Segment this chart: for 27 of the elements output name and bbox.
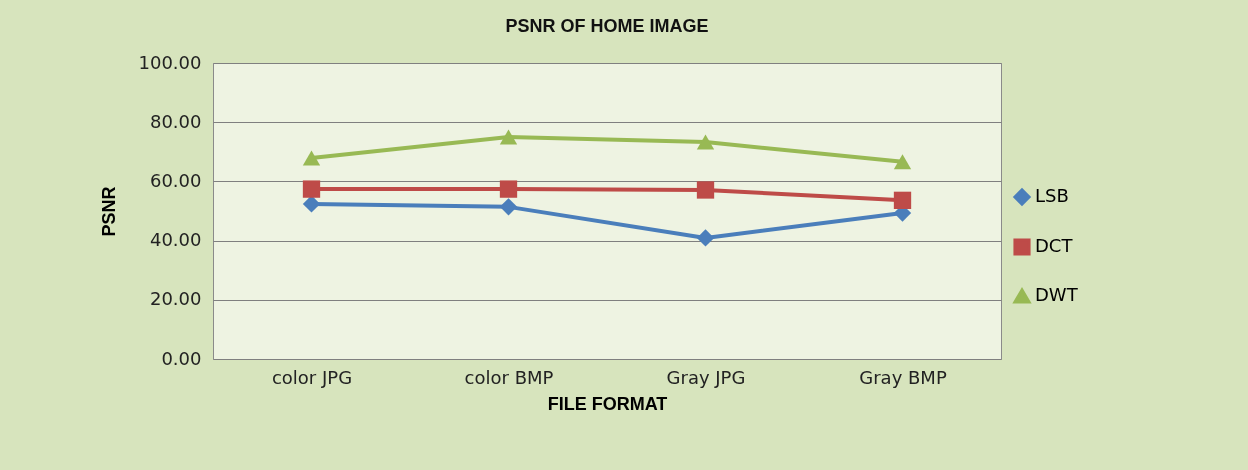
legend-label: DCT xyxy=(1035,235,1074,256)
y-tick-label: 60.00 xyxy=(149,169,202,191)
point xyxy=(696,134,715,150)
legend-label: LSB xyxy=(1035,185,1069,206)
point xyxy=(893,191,912,209)
y-tick-label: 20.00 xyxy=(149,288,202,310)
y-tick-label: 40.00 xyxy=(149,229,202,251)
y-axis-title: PSNR xyxy=(98,186,119,237)
legend-label: DWT xyxy=(1035,284,1079,305)
point xyxy=(696,229,715,247)
point xyxy=(499,198,518,216)
y-tick-label: 100.00 xyxy=(138,51,202,73)
point xyxy=(499,129,518,145)
point xyxy=(302,195,321,213)
x-tick-label: color JPG xyxy=(271,366,353,388)
chart-title: PSNR OF HOME IMAGE xyxy=(505,16,709,36)
x-tick-label: Gray BMP xyxy=(859,366,947,388)
point xyxy=(302,180,321,198)
x-tick-label: color BMP xyxy=(464,366,554,388)
y-tick-label: 80.00 xyxy=(149,110,202,132)
point xyxy=(499,180,518,198)
point xyxy=(302,150,321,166)
x-axis-title: FILE FORMAT xyxy=(547,393,668,414)
point xyxy=(893,154,912,170)
point xyxy=(696,181,715,199)
y-tick-label: 0.00 xyxy=(161,347,202,369)
x-tick-label: Gray JPG xyxy=(666,366,746,388)
